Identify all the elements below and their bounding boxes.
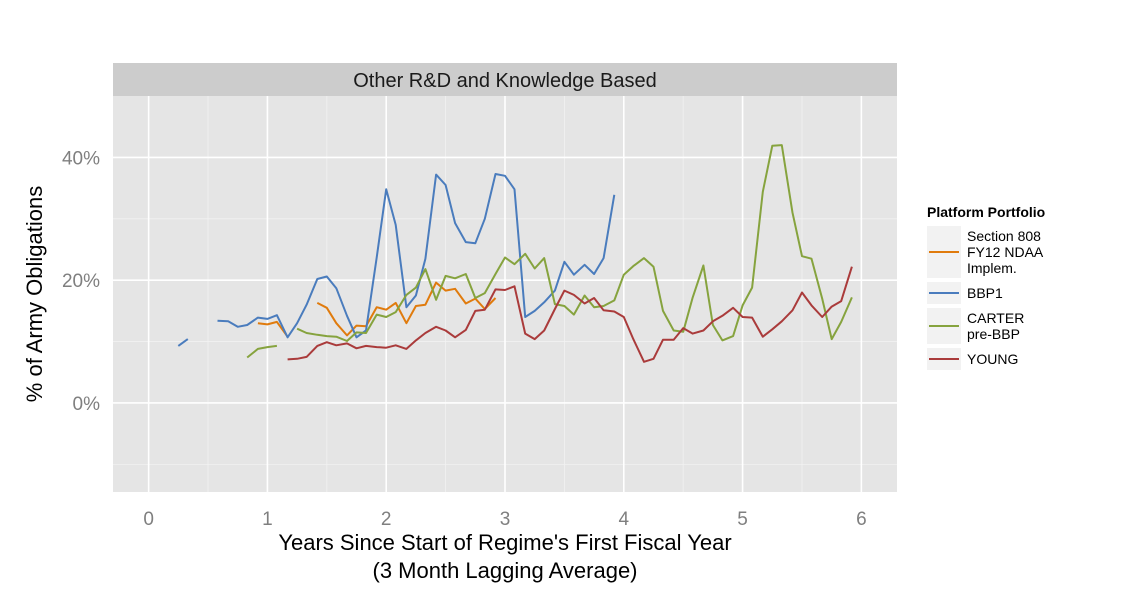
x-tick-label: 6 — [856, 509, 867, 530]
x-tick-label: 3 — [500, 509, 511, 530]
y-axis-ticks: 0% 20% 40% — [62, 148, 100, 415]
facet-strip — [113, 63, 897, 96]
legend-label: FY12 NDAA — [967, 244, 1044, 260]
series-line — [287, 266, 853, 363]
x-tick-label: 5 — [737, 509, 748, 530]
x-axis-title-line-1: Years Since Start of Regime's First Fisc… — [278, 530, 731, 555]
y-tick-label: 0% — [73, 394, 101, 415]
legend-label: YOUNG — [967, 351, 1018, 367]
series-lines — [177, 144, 853, 363]
legend-label: Implem. — [967, 260, 1017, 276]
grid-lines — [113, 96, 897, 492]
series-line — [246, 344, 278, 359]
x-tick-label: 1 — [262, 509, 273, 530]
legend-label: pre-BBP — [967, 326, 1020, 342]
y-axis-title: % of Army Obligations — [22, 186, 47, 402]
x-tick-label: 0 — [143, 509, 154, 530]
series-line — [257, 320, 289, 338]
legend-label: CARTER — [967, 310, 1024, 326]
legend-label: BBP1 — [967, 285, 1003, 301]
series-line — [217, 173, 616, 339]
series-line — [177, 338, 189, 347]
x-tick-label: 4 — [618, 509, 629, 530]
series-line — [316, 281, 497, 337]
x-axis-title-line-2: (3 Month Lagging Average) — [373, 558, 638, 583]
y-tick-label: 40% — [62, 148, 100, 169]
facet-title: Other R&D and Knowledge Based — [353, 70, 657, 92]
series-line — [296, 144, 853, 342]
legend-title: Platform Portfolio — [927, 204, 1045, 220]
x-axis-ticks: 0 1 2 3 4 5 6 — [143, 509, 866, 530]
y-tick-label: 20% — [62, 271, 100, 292]
x-tick-label: 2 — [381, 509, 392, 530]
legend-label: Section 808 — [967, 228, 1041, 244]
